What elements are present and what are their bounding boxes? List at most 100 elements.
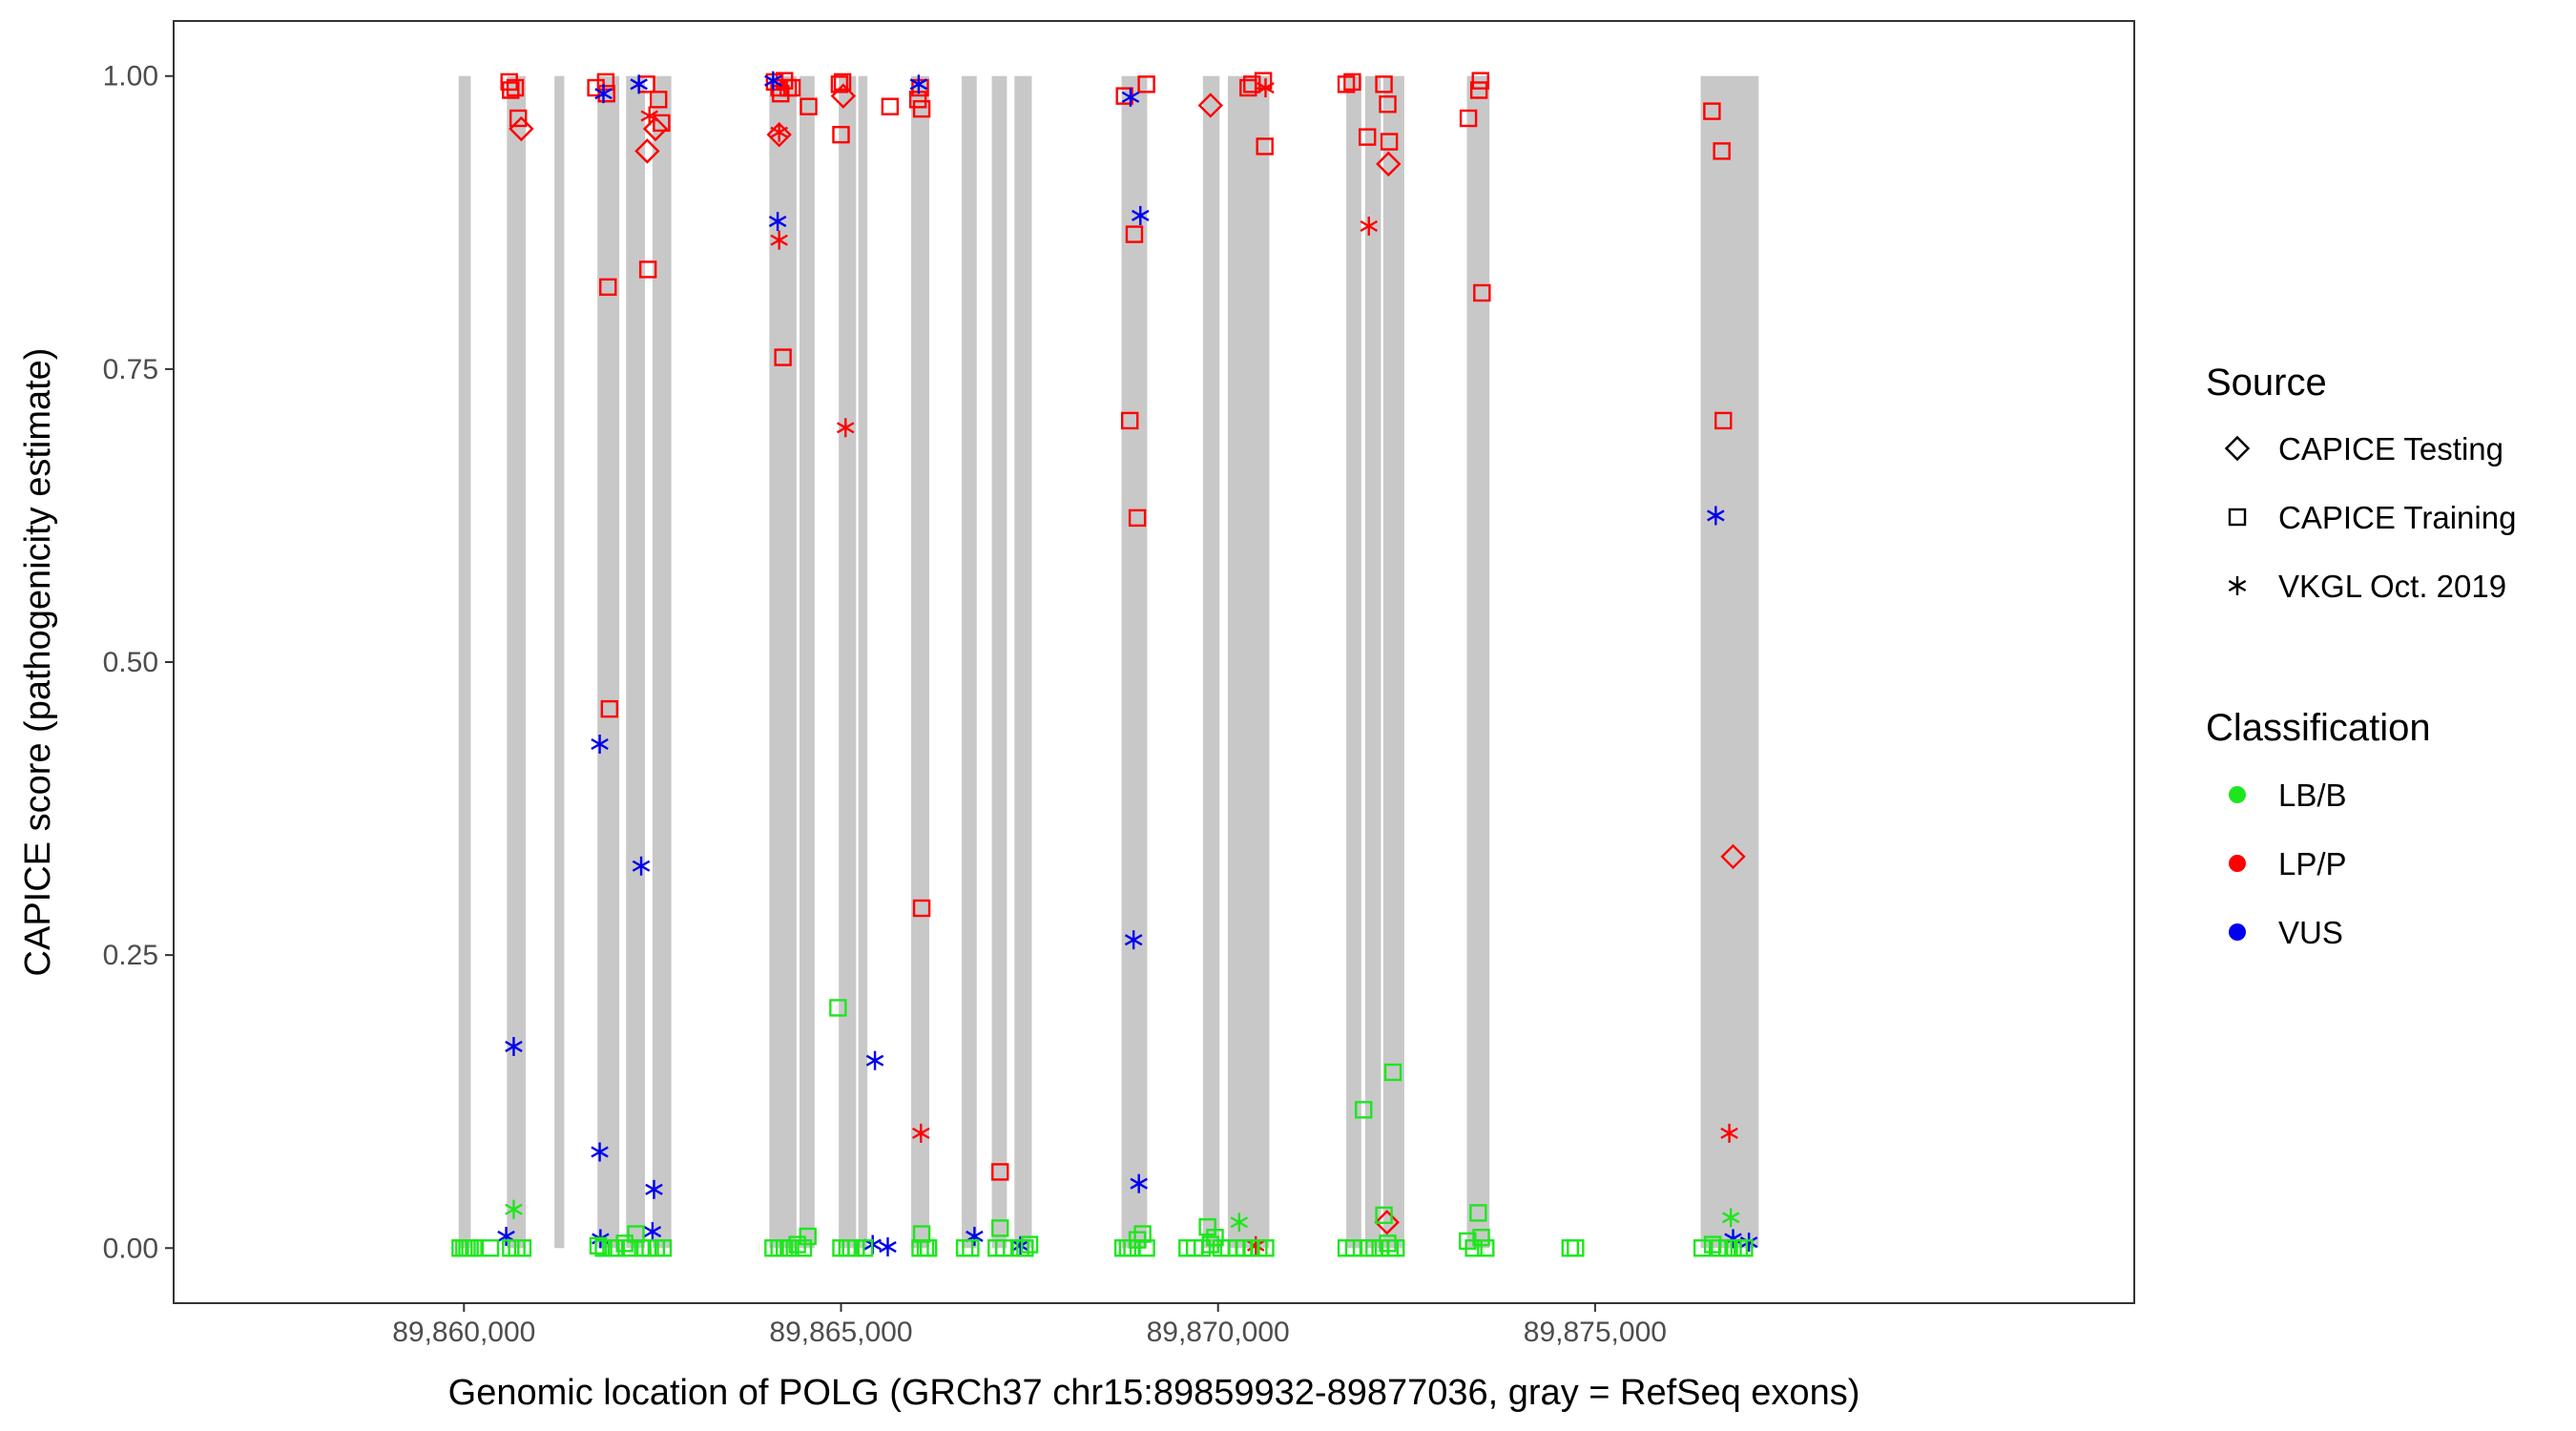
data-point-vus-asterisk — [643, 1222, 662, 1242]
data-point-lpp-square — [1128, 508, 1147, 528]
exon-band — [626, 75, 645, 1249]
legend-class-items: LB/B LP/P VUS — [2229, 778, 2347, 950]
data-point-vus-asterisk — [591, 734, 609, 754]
data-point-vus-asterisk — [1132, 205, 1150, 225]
data-point-lpp-square — [506, 78, 525, 97]
data-point-lpp-square — [650, 91, 668, 109]
data-point-lbb-square — [513, 1239, 532, 1257]
data-point-lpp-diamond — [634, 138, 660, 164]
data-point-vus-asterisk — [909, 74, 928, 94]
x-axis-title: Genomic location of POLG (GRCh37 chr15:8… — [448, 1373, 1860, 1413]
data-point-lpp-square — [1714, 411, 1733, 430]
data-point-lpp-diamond — [1720, 843, 1746, 870]
exon-band — [554, 75, 565, 1249]
exon-band — [1700, 75, 1759, 1249]
data-point-lbb-asterisk — [505, 1199, 523, 1219]
data-point-lpp-square — [800, 97, 818, 115]
data-point-lpp-diamond — [509, 115, 534, 142]
y-axis-title: CAPICE score (pathogenicity estimate) — [18, 348, 58, 977]
legend-key-dot — [2229, 855, 2246, 872]
data-point-lpp-square — [1473, 283, 1491, 302]
exon-band — [769, 75, 797, 1249]
data-point-lbb-square — [1016, 1239, 1034, 1257]
exon-band — [1202, 75, 1220, 1249]
legend-source: Source CAPICE Testing CAPICE Training VKGL… — [2206, 362, 2516, 604]
data-point-lbb-square — [1020, 1235, 1039, 1254]
data-point-lbb-square — [1387, 1239, 1405, 1257]
legend-source-label: CAPICE Training — [2278, 500, 2516, 535]
legend-key-square — [2228, 508, 2247, 527]
legend-class-label: LP/P — [2278, 846, 2347, 881]
data-point-lbb-square — [1567, 1239, 1585, 1257]
y-tick-label: 0.50 — [103, 647, 158, 678]
data-point-lpp-square — [774, 348, 792, 366]
data-point-lbb-square — [962, 1239, 980, 1257]
data-point-lbb-square — [1735, 1239, 1754, 1257]
data-point-lpp-asterisk — [912, 1123, 930, 1143]
data-point-vus-asterisk — [645, 1179, 663, 1199]
legend-key-dot — [2229, 786, 2246, 803]
data-point-lpp-square — [597, 84, 615, 103]
data-point-lbb-asterisk — [1721, 1208, 1740, 1228]
exon-band — [458, 75, 471, 1249]
data-point-lpp-diamond — [1376, 151, 1402, 177]
exon-band — [991, 75, 1008, 1249]
data-point-lpp-square — [1121, 411, 1139, 430]
data-point-lpp-asterisk — [1257, 78, 1275, 98]
data-point-lpp-diamond — [766, 121, 792, 148]
data-point-lbb-square — [465, 1239, 483, 1257]
data-point-lpp-square — [1343, 73, 1361, 92]
data-point-lpp-diamond — [830, 83, 857, 109]
x-tick-label: 89,870,000 — [1147, 1317, 1290, 1348]
y-tick-label: 1.00 — [103, 61, 158, 93]
data-point-lbb-square — [919, 1239, 938, 1257]
data-point-lpp-square — [1337, 75, 1356, 93]
axis-layer: 0.00 0.25 0.50 0.75 1.00 89,860,000 89,865,000… — [103, 61, 1667, 1348]
exon-band — [839, 75, 857, 1249]
data-point-lbb-square — [615, 1234, 634, 1253]
exon-band — [1346, 75, 1361, 1249]
data-point-lbb-square — [1472, 1229, 1490, 1247]
data-point-lpp-square — [912, 899, 931, 918]
data-point-vus-asterisk — [865, 1050, 884, 1070]
data-point-lpp-square — [638, 260, 657, 279]
legend-class-label: LB/B — [2278, 778, 2347, 813]
data-point-lbb-square — [855, 1239, 874, 1257]
data-point-lpp-square — [1459, 109, 1478, 128]
data-point-lbb-square — [481, 1239, 500, 1257]
data-point-lpp-square — [1703, 102, 1721, 120]
legend-class: Classification LB/B LP/P VUS — [2206, 707, 2431, 950]
legend-classification-title: Classification — [2206, 707, 2431, 749]
data-point-vus-asterisk — [594, 84, 613, 104]
data-point-lpp-square — [782, 78, 801, 97]
data-point-lpp-square — [1471, 72, 1489, 90]
data-point-lbb-square — [1383, 1063, 1402, 1082]
data-point-lbb-square — [1257, 1239, 1275, 1257]
data-point-lpp-diamond — [1197, 93, 1223, 118]
data-point-lbb-square — [589, 1236, 608, 1255]
legend-class-label: VUS — [2278, 915, 2343, 950]
y-tick-label: 0.00 — [103, 1233, 158, 1264]
data-point-vus-asterisk — [768, 212, 787, 232]
exon-band — [1364, 75, 1381, 1249]
x-tick-label: 89,875,000 — [1524, 1317, 1667, 1348]
exon-band — [1014, 75, 1032, 1249]
exon-band — [800, 75, 815, 1249]
legend-key-diamond — [2224, 435, 2251, 462]
data-point-lbb-square — [991, 1219, 1009, 1237]
data-point-lpp-square — [600, 699, 619, 718]
x-tick-label: 89,865,000 — [769, 1317, 912, 1348]
data-point-lpp-square — [833, 73, 852, 92]
data-point-lpp-square — [832, 125, 850, 144]
data-point-lpp-square — [1256, 137, 1274, 156]
data-point-vus-asterisk — [630, 74, 648, 94]
data-point-lbb-square — [1355, 1101, 1373, 1119]
data-point-lpp-square — [912, 99, 931, 118]
data-point-lpp-square — [1125, 225, 1144, 243]
data-point-lbb-asterisk — [1230, 1213, 1249, 1233]
legend-source-title: Source — [2206, 362, 2327, 404]
data-point-lpp-asterisk — [770, 230, 788, 250]
exon-band — [1466, 75, 1490, 1249]
data-point-lpp-square — [599, 278, 617, 297]
